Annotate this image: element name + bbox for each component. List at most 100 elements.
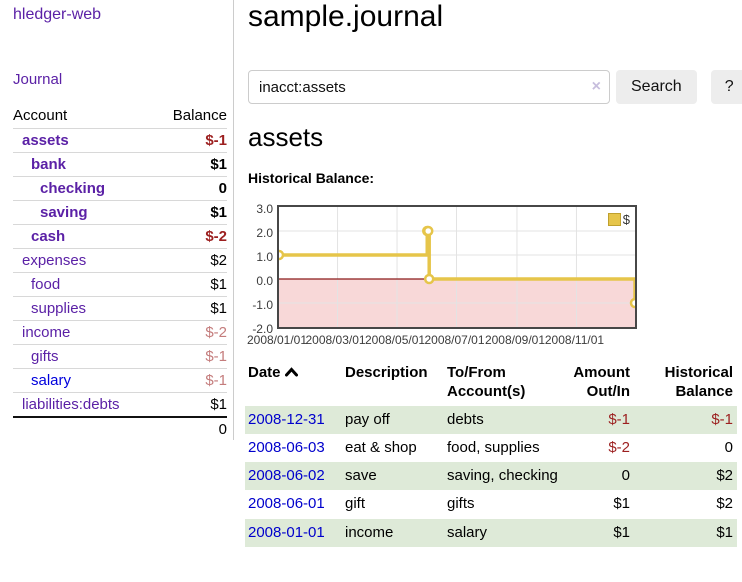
transaction-amount: $-2: [608, 438, 630, 456]
account-link-income[interactable]: income: [22, 324, 71, 341]
x-tick-label: 2008/01/01: [246, 333, 308, 347]
register-row: 2008-06-01 gift gifts $1 $2: [245, 490, 737, 518]
account-link-bank[interactable]: bank: [31, 156, 67, 173]
transaction-balance: $1: [634, 518, 737, 547]
search-form: × Search ?: [248, 70, 742, 104]
chart-legend: $: [607, 212, 630, 227]
account-row: gifts $-1: [13, 344, 227, 369]
transaction-date-link[interactable]: 2008-06-03: [248, 438, 325, 456]
y-tick-label: -2.0: [252, 322, 273, 336]
sidebar-item-journal[interactable]: Journal: [13, 71, 63, 88]
search-button[interactable]: Search: [616, 70, 697, 104]
account-link-supplies[interactable]: supplies: [31, 300, 87, 317]
x-tick-label: 2008/05/01: [364, 333, 426, 347]
account-link-salary[interactable]: salary: [31, 372, 72, 389]
account-balance: $1: [120, 392, 227, 417]
account-heading: assets: [248, 122, 324, 152]
transaction-balance: $-1: [634, 405, 737, 434]
accounts-total-balance: 0: [120, 416, 227, 441]
account-row: supplies $1: [13, 296, 227, 321]
transaction-accounts: saving, checking: [444, 462, 562, 491]
account-balance: $2: [120, 248, 227, 273]
main-content: sample.journal × Search ? assets Histori…: [245, 0, 742, 582]
account-row: liabilities:debts $1: [13, 392, 227, 417]
transaction-description: pay off: [342, 405, 444, 434]
sidebar-divider: [233, 0, 234, 440]
legend-swatch: [607, 213, 621, 226]
accounts-total-row: 0: [13, 416, 227, 441]
account-row: saving $1: [13, 200, 227, 225]
transaction-accounts: food, supplies: [447, 438, 540, 456]
account-link-checking[interactable]: checking: [40, 180, 106, 197]
transaction-date-link[interactable]: 2008-06-01: [248, 495, 325, 513]
transaction-date-link[interactable]: 2008-12-31: [248, 410, 325, 428]
chart-title: Historical Balance:: [248, 170, 375, 186]
register-header-description: Description: [345, 364, 428, 381]
register-row: 2008-06-02 save saving, checking 0 $2: [245, 462, 737, 491]
help-button[interactable]: ?: [710, 70, 742, 104]
transaction-description: income: [342, 518, 444, 547]
account-link-assets[interactable]: assets: [22, 132, 69, 149]
transaction-description: eat & shop: [345, 438, 417, 456]
transaction-date-link[interactable]: 2008-01-01: [248, 523, 325, 541]
page-title: sample.journal: [248, 0, 444, 33]
account-row: cash $-2: [13, 224, 227, 249]
search-input[interactable]: [248, 70, 610, 104]
transaction-balance: 0: [724, 438, 733, 456]
account-link-liabilities-debts[interactable]: liabilities:debts: [22, 396, 120, 413]
account-link-cash[interactable]: cash: [31, 228, 66, 245]
clear-search-icon[interactable]: ×: [591, 78, 601, 95]
account-link-saving[interactable]: saving: [40, 204, 88, 221]
account-row: food $1: [13, 272, 227, 297]
transaction-accounts: debts: [444, 405, 562, 434]
account-link-expenses[interactable]: expenses: [22, 252, 87, 269]
accounts-table: Account Balance assets $-1 bank $1 checking 0…: [13, 104, 227, 441]
x-tick-label: 2008/03/01: [305, 333, 366, 347]
x-tick-label: 2008/07/01: [424, 333, 485, 347]
account-link-food[interactable]: food: [31, 276, 61, 293]
register-header-amount: Amount Out/In: [573, 364, 630, 400]
account-balance: $-1: [120, 368, 227, 393]
account-row: expenses $2: [13, 248, 227, 273]
transaction-amount: $1: [562, 518, 634, 547]
transaction-balance: $2: [716, 495, 733, 513]
legend-label: $: [622, 212, 630, 227]
account-row: assets $-1: [13, 128, 227, 153]
y-tick-label: -1.0: [252, 298, 273, 312]
register-header-balance: Historical Balance: [664, 364, 733, 400]
y-tick-label: 1.0: [256, 250, 273, 264]
transaction-amount: $-1: [562, 405, 634, 434]
transaction-accounts: salary: [444, 518, 562, 547]
transaction-description: save: [342, 462, 444, 491]
register-table: Date Description To/From Account(s) Amou…: [245, 362, 737, 547]
sidebar: hledger-web Journal Account Balance asse…: [0, 0, 233, 582]
account-balance: 0: [120, 176, 227, 201]
accounts-header-balance: Balance: [172, 107, 227, 124]
y-tick-label: 0.0: [256, 274, 273, 288]
x-tick-label: 2008/09/01: [484, 333, 545, 347]
account-row: salary $-1: [13, 368, 227, 393]
account-row: bank $1: [13, 152, 227, 177]
register-row: 2008-01-01 income salary $1 $1: [245, 518, 737, 547]
register-row: 2008-12-31 pay off debts $-1 $-1: [245, 405, 737, 434]
app-title-link[interactable]: hledger-web: [13, 6, 102, 23]
chart-plot-area: $: [277, 205, 637, 329]
transaction-amount: 0: [562, 462, 634, 491]
y-tick-label: 3.0: [256, 202, 273, 216]
account-row: income $-2: [13, 320, 227, 345]
transaction-date-link[interactable]: 2008-06-02: [248, 467, 325, 484]
account-balance: $-1: [120, 128, 227, 153]
register-header-accounts: To/From Account(s): [447, 364, 526, 400]
account-link-gifts[interactable]: gifts: [31, 348, 59, 365]
x-tick-label: 2008/11/01: [544, 333, 605, 347]
account-balance: $1: [120, 272, 227, 297]
accounts-header-account: Account: [13, 107, 68, 124]
sort-ascending-icon: [284, 364, 298, 383]
register-header-date[interactable]: Date: [245, 362, 342, 406]
transaction-accounts: gifts: [447, 495, 475, 513]
account-balance: $-2: [120, 224, 227, 249]
historical-balance-chart: $ 3.0 2.0 1.0 0.0 -1.0 -2.0 2008/01/01 2008/03…: [246, 202, 668, 350]
account-balance: $1: [120, 200, 227, 225]
chart-svg: [279, 207, 635, 327]
account-balance: $1: [120, 296, 227, 321]
